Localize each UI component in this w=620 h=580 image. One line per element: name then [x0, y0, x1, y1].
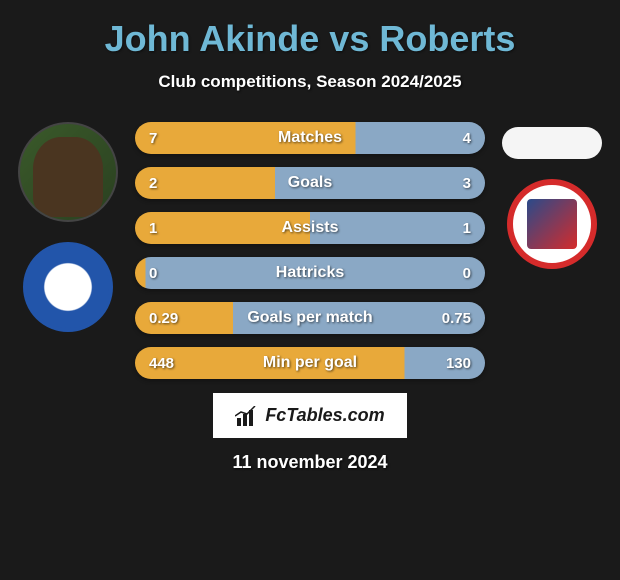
stat-left-value: 0.29: [149, 310, 178, 327]
date-label: 11 november 2024: [232, 452, 387, 473]
stat-label: Assists: [282, 219, 339, 237]
stat-bar-assists: 1 Assists 1: [135, 212, 485, 244]
stat-label: Hattricks: [276, 264, 344, 282]
stat-left-value: 448: [149, 355, 174, 372]
player-left-photo: [18, 122, 118, 222]
comparison-title: John Akinde vs Roberts: [10, 18, 610, 60]
player-right-blank: [502, 127, 602, 159]
logo-box[interactable]: FcTables.com: [213, 393, 406, 438]
stat-left-value: 1: [149, 220, 157, 237]
subtitle: Club competitions, Season 2024/2025: [10, 72, 610, 92]
stat-right-value: 4: [463, 130, 471, 147]
stat-right-value: 3: [463, 175, 471, 192]
stat-label: Goals per match: [247, 309, 372, 327]
stat-left-value: 7: [149, 130, 157, 147]
stat-bar-hattricks: 0 Hattricks 0: [135, 257, 485, 289]
stat-label: Min per goal: [263, 354, 357, 372]
stat-right-value: 0: [463, 265, 471, 282]
player-silhouette-icon: [33, 137, 103, 217]
club-badge-right: [507, 179, 597, 269]
club-badge-left: [23, 242, 113, 332]
stat-label: Goals: [288, 174, 332, 192]
stat-bar-matches: 7 Matches 4: [135, 122, 485, 154]
stat-bar-min-per-goal: 448 Min per goal 130: [135, 347, 485, 379]
stat-bar-goals-per-match: 0.29 Goals per match 0.75: [135, 302, 485, 334]
stat-left-value: 2: [149, 175, 157, 192]
stat-label: Matches: [278, 129, 342, 147]
logo-text: FcTables.com: [265, 405, 384, 426]
stat-right-value: 1: [463, 220, 471, 237]
stat-right-value: 0.75: [442, 310, 471, 327]
chart-icon: [235, 406, 259, 426]
stat-right-value: 130: [446, 355, 471, 372]
stats-panel: 7 Matches 4 2 Goals 3 1 Assists 1 0 Hattricks 0 0.29…: [135, 122, 485, 379]
stat-bar-goals: 2 Goals 3: [135, 167, 485, 199]
stat-left-value: 0: [149, 265, 157, 282]
